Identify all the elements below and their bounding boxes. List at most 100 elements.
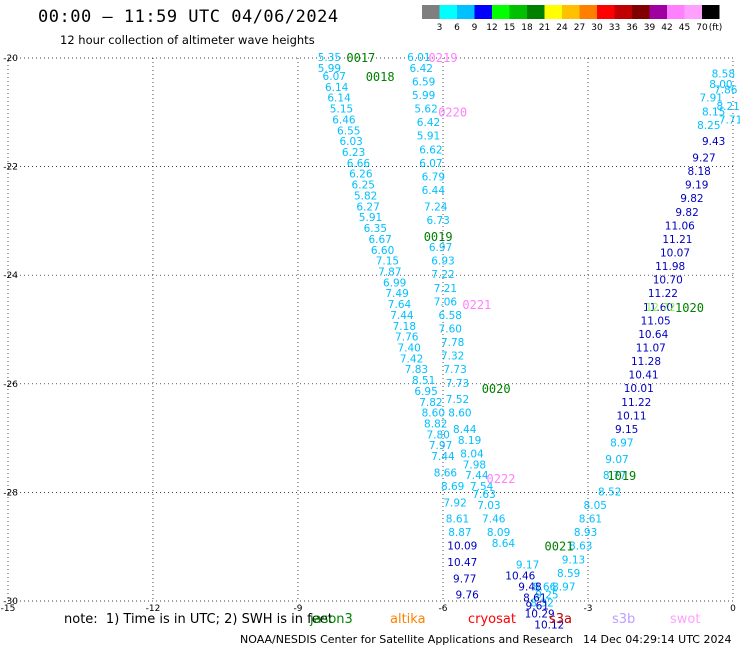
data-point-label: 7.97	[429, 440, 452, 452]
data-point-label: 7.73	[443, 364, 466, 376]
pass-label: 0020	[482, 382, 511, 396]
pass-label: 1019	[607, 469, 636, 483]
data-point-label: 7.73	[446, 378, 469, 390]
pass-labels: 0017 0018 0219 0220 0019 0221 0020 0222 0021 1019…	[346, 51, 704, 554]
legend-swatch	[684, 5, 702, 19]
data-point-label: 9.82	[680, 193, 703, 205]
pass-label: 0021	[545, 540, 574, 554]
data-point-label: 6.26	[349, 169, 373, 181]
data-point-label: 7.76	[395, 332, 419, 344]
data-point-label: 11.05	[641, 315, 671, 327]
legend-label: 39	[644, 23, 656, 33]
satellite-label-s3b: s3b	[612, 612, 636, 627]
data-point-label: 9.43	[702, 136, 725, 148]
data-point-label: 10.47	[447, 557, 477, 569]
data-point-label: 6.60	[371, 245, 394, 257]
legend-label: 36	[626, 23, 638, 33]
data-point-label: 8.93	[574, 527, 597, 539]
data-point-label: 6.79	[422, 171, 445, 183]
page-title: 00:00 – 11:59 UTC 04/06/2024	[38, 7, 339, 27]
data-point-label: 6.46	[332, 114, 356, 126]
pass-label: 0221	[462, 298, 491, 312]
data-point-label: 6.42	[410, 63, 433, 75]
data-point-label: 8.00	[709, 79, 732, 91]
data-point-label: 6.59	[412, 76, 435, 88]
data-point-label: 10.70	[653, 275, 683, 287]
legend-swatch	[509, 5, 527, 19]
grid	[7, 57, 734, 602]
satellite-label-cryosat: cryosat	[468, 612, 516, 627]
data-point-label: 6.35	[364, 223, 387, 235]
data-point-label: 10.64	[638, 329, 668, 341]
legend-swatch	[614, 5, 632, 19]
legend-swatch	[422, 5, 440, 19]
data-point-label: 10.01	[624, 383, 654, 395]
data-point-label: 10.07	[660, 247, 690, 259]
y-tick-label: -30	[3, 597, 18, 607]
data-point-label: 11.07	[636, 343, 666, 355]
legend-swatch	[649, 5, 667, 19]
data-point-label: 8.04	[460, 448, 484, 460]
legend-swatch	[579, 5, 597, 19]
data-point-label: 8.18	[687, 166, 710, 178]
data-point-label: 5.62	[414, 104, 437, 116]
legend-label: 9	[472, 23, 478, 33]
data-point-label: 6.62	[419, 144, 442, 156]
legend-label: 30	[591, 23, 603, 33]
data-point-label: 6.42	[417, 117, 440, 129]
data-point-label: 6.25	[352, 180, 375, 192]
pass-label: 0019	[424, 230, 453, 244]
data-point-label: 9.48	[518, 581, 541, 593]
data-point-label: 7.42	[400, 353, 423, 365]
plot-frame	[7, 57, 734, 602]
data-point-label: 7.54	[470, 481, 494, 493]
data-point-label: 8.60	[448, 408, 471, 420]
data-point-label: 7.40	[397, 343, 420, 355]
data-point-label: 7.63	[472, 489, 495, 501]
data-point-label: 8.64	[492, 538, 516, 550]
data-point-label: 5.15	[330, 104, 353, 116]
data-point-label: 9.61	[526, 600, 549, 612]
data-point-label: 7.03	[477, 500, 500, 512]
data-point-label: 7.06	[434, 296, 458, 308]
legend-swatch	[474, 5, 492, 19]
footer-note: note: 1) Time is in UTC; 2) SWH is in fe…	[64, 612, 333, 627]
data-point-label: 8.25	[697, 120, 720, 132]
legend-swatch	[702, 5, 720, 19]
legend-swatch	[439, 5, 457, 19]
data-point-label: 7.92	[443, 497, 466, 509]
y-tick-label: -20	[3, 54, 18, 64]
data-point-label: 7.86	[714, 85, 738, 97]
y-tick-label: -24	[3, 271, 18, 281]
legend-label: 27	[574, 23, 585, 33]
data-point-label: 6.23	[342, 147, 365, 159]
data-point-label: 6.95	[414, 386, 437, 398]
y-tick-label: -26	[3, 380, 18, 390]
x-tick-label: 0	[730, 604, 736, 614]
data-point-label: 7.44	[390, 310, 414, 322]
data-point-label: 6.27	[356, 201, 379, 213]
data-point-label: 10.46	[505, 571, 535, 583]
data-point-label: 6.07	[323, 71, 346, 83]
x-tick-label: -12	[146, 604, 161, 614]
pass-label: 0018	[366, 70, 395, 84]
legend-label: 18	[521, 23, 533, 33]
data-point-label: 10.29	[525, 609, 555, 621]
data-point-label: 5.99	[412, 90, 435, 102]
data-point-label: 9.25	[535, 590, 558, 602]
data-point-label: 7.91	[700, 93, 723, 105]
data-point-label: 11.98	[655, 261, 685, 273]
data-point-label: 7.49	[385, 288, 408, 300]
data-point-label: 11.06	[665, 220, 695, 232]
data-point-label: 6.55	[337, 125, 360, 137]
data-point-label: 5.35	[318, 52, 341, 64]
data-point-label: 8.97	[610, 438, 633, 450]
legend-label: 70	[696, 23, 708, 33]
data-point-label: 9.17	[516, 560, 539, 572]
data-point-label: 7.98	[463, 459, 486, 471]
data-point-label: 11.60	[643, 302, 673, 314]
data-point-label: 7.21	[434, 283, 457, 295]
data-point-label: 7.64	[388, 299, 412, 311]
legend-swatch	[597, 5, 615, 19]
